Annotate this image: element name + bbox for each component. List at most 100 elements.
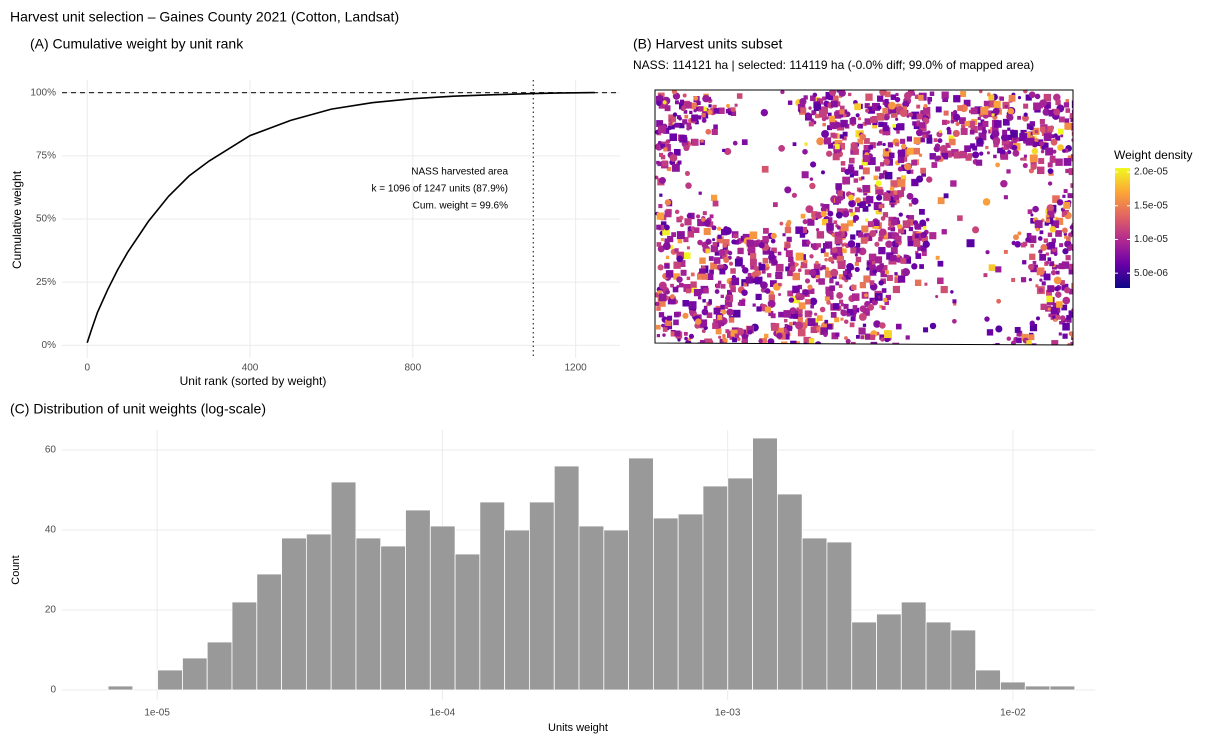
- field: [746, 326, 754, 333]
- field: [713, 108, 720, 114]
- field: [877, 189, 884, 196]
- field: [927, 101, 931, 105]
- field: [811, 110, 817, 116]
- field: [991, 129, 1000, 138]
- field: [834, 231, 842, 239]
- field: [734, 103, 738, 107]
- field: [883, 158, 891, 166]
- field: [674, 330, 681, 337]
- field: [879, 304, 883, 309]
- field: [675, 100, 679, 105]
- field: [796, 293, 803, 301]
- field: [656, 120, 664, 128]
- field: [795, 226, 803, 234]
- field: [683, 283, 692, 292]
- field: [968, 120, 976, 128]
- x-tick-label: 1e-04: [430, 708, 456, 719]
- field: [665, 289, 670, 295]
- field: [809, 182, 816, 190]
- field: [1063, 189, 1068, 194]
- field: [657, 290, 663, 295]
- histogram-bar: [330, 481, 357, 691]
- field: [1043, 133, 1052, 141]
- field: [1038, 287, 1044, 294]
- field: [884, 91, 891, 98]
- field: [858, 123, 863, 129]
- histogram-bar: [405, 509, 431, 691]
- field: [655, 301, 660, 307]
- field: [1002, 118, 1010, 126]
- field: [970, 125, 978, 134]
- field: [1020, 129, 1027, 137]
- field: [821, 170, 825, 175]
- field: [1021, 333, 1029, 341]
- field: [790, 340, 797, 345]
- field: [872, 102, 880, 111]
- field: [988, 264, 996, 271]
- field: [820, 248, 826, 254]
- field: [894, 272, 898, 276]
- field: [916, 104, 921, 109]
- field: [840, 119, 848, 128]
- field: [800, 213, 806, 219]
- field: [771, 259, 778, 266]
- field: [955, 122, 960, 127]
- field: [846, 308, 854, 316]
- field: [845, 338, 851, 344]
- field: [674, 311, 680, 318]
- field: [1064, 118, 1070, 123]
- field: [683, 252, 691, 259]
- field: [754, 276, 763, 285]
- field: [882, 127, 891, 136]
- field: [864, 333, 872, 340]
- field: [1023, 157, 1027, 161]
- field: [1062, 333, 1068, 339]
- field: [902, 220, 911, 229]
- field: [1051, 340, 1059, 345]
- field: [706, 273, 714, 280]
- field: [840, 303, 844, 307]
- field: [1041, 142, 1049, 150]
- histogram-bar: [529, 501, 555, 691]
- field: [677, 160, 682, 165]
- field: [888, 101, 896, 110]
- field: [1073, 292, 1081, 300]
- field: [789, 261, 795, 267]
- field: [1023, 90, 1028, 94]
- field: [948, 135, 955, 142]
- annotation: NASS harvested area: [411, 167, 508, 178]
- field: [768, 311, 774, 317]
- field: [867, 106, 875, 114]
- field: [1058, 116, 1065, 123]
- field: [1049, 157, 1056, 163]
- field: [995, 162, 1001, 168]
- field: [918, 94, 924, 101]
- field: [873, 202, 882, 210]
- field: [905, 214, 910, 219]
- field: [711, 128, 718, 136]
- field: [835, 183, 842, 190]
- field: [1046, 204, 1055, 212]
- field: [1000, 179, 1008, 188]
- field: [935, 106, 942, 113]
- field: [992, 107, 1000, 115]
- field: [768, 253, 776, 261]
- field: [1071, 308, 1073, 313]
- field: [835, 211, 843, 219]
- field: [1047, 125, 1054, 132]
- field: [883, 297, 888, 302]
- field: [891, 218, 898, 226]
- field: [952, 129, 960, 138]
- field: [1026, 232, 1032, 238]
- field: [969, 129, 975, 135]
- field: [814, 312, 818, 316]
- field: [689, 310, 693, 314]
- histogram-bar: [157, 669, 183, 691]
- field: [800, 107, 806, 114]
- field: [1035, 138, 1039, 142]
- y-axis-title: Cumulative weight: [10, 170, 24, 269]
- field: [827, 256, 834, 263]
- field: [890, 111, 898, 118]
- field: [851, 142, 856, 146]
- field: [811, 211, 818, 218]
